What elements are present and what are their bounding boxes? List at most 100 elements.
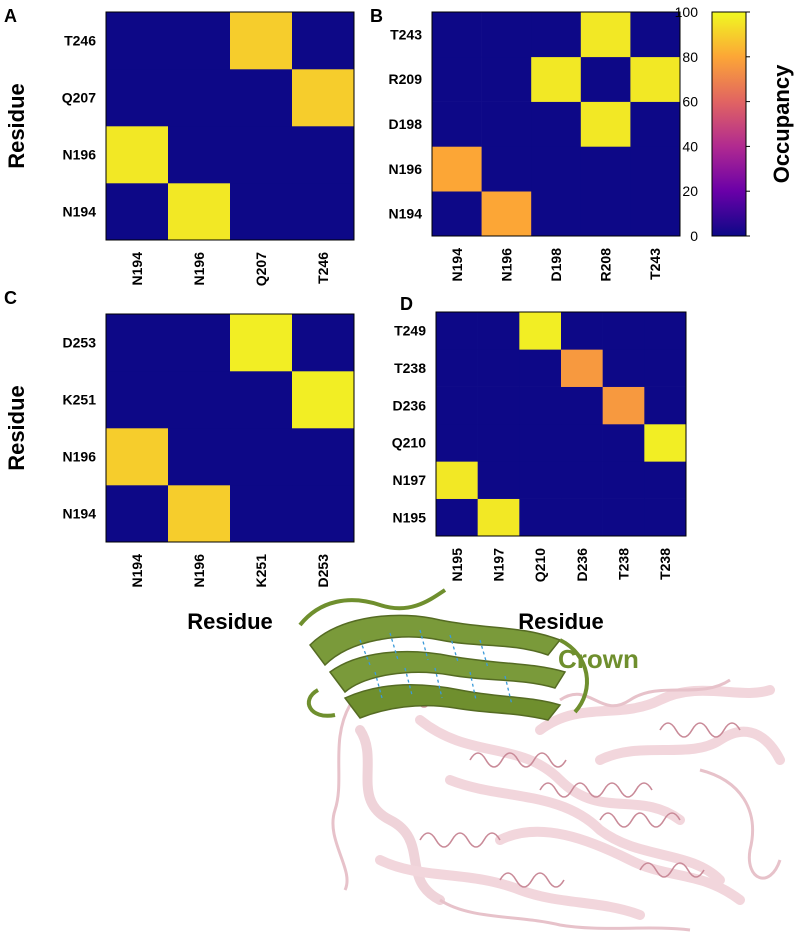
x-tick-label: T238 xyxy=(657,548,673,580)
heatmap-cell xyxy=(168,371,231,429)
heatmap-panel-c: N194 N196 K251 D253 N194 N196 K251 D253 Residue R… xyxy=(4,313,355,634)
x-tick-label: T246 xyxy=(315,252,331,284)
y-tick-label: R209 xyxy=(389,71,423,87)
y-tick-label: Q210 xyxy=(392,435,426,451)
colorbar-label: Occupancy xyxy=(769,64,794,183)
heatmap-panel-b: N194 N196 D198 R209 T243 N194 N196 D198 R208 T243 xyxy=(389,11,681,282)
heatmap-cell xyxy=(230,428,293,486)
x-axis-title: Residue xyxy=(518,609,604,634)
x-tick-label: R208 xyxy=(598,248,614,282)
panel-letter-d: D xyxy=(400,294,413,314)
colorbar-ticks: 0 20 40 60 80 100 xyxy=(675,4,750,244)
x-tick-label: T238 xyxy=(616,548,632,580)
heatmap-cell xyxy=(477,461,520,499)
heatmap-frame xyxy=(431,11,681,237)
heatmap-cell xyxy=(531,12,582,58)
colorbar-tick-label: 20 xyxy=(682,183,698,199)
x-tick-label: N195 xyxy=(449,548,465,582)
y-axis-title: Residue xyxy=(4,83,29,169)
heatmap-panel-d: N195 N197 Q210 D236 T238 T249 N195 N197 Q210 D236… xyxy=(392,311,687,634)
heatmap-cell xyxy=(580,101,631,147)
heatmap-cell xyxy=(292,314,355,372)
heatmap-cell xyxy=(230,126,293,184)
y-tick-label: T249 xyxy=(394,323,426,339)
y-tick-label: Q207 xyxy=(62,90,96,106)
heatmap-frame xyxy=(105,11,355,241)
panel-letter-c: C xyxy=(4,288,17,308)
heatmap-cell xyxy=(230,183,293,241)
heatmap-cell xyxy=(292,183,355,241)
heatmap-cell xyxy=(106,12,169,70)
heatmap-cell xyxy=(519,461,562,499)
colorbar-tick-label: 40 xyxy=(682,138,698,154)
heatmap-cell xyxy=(630,12,681,58)
heatmap-frame xyxy=(435,311,687,537)
heatmap-cell xyxy=(168,12,231,70)
heatmap-cell xyxy=(432,146,482,192)
heatmap-cell xyxy=(644,424,687,462)
heatmap-cell xyxy=(432,56,482,102)
heatmap-cell xyxy=(106,183,169,241)
panel-letter-a: A xyxy=(4,6,17,26)
heatmap-cell xyxy=(644,461,687,499)
y-tick-label: D198 xyxy=(389,116,423,132)
x-tick-label: T243 xyxy=(647,248,663,280)
heatmap-cell xyxy=(230,69,293,127)
heatmap-cell xyxy=(481,101,532,147)
heatmap-cell xyxy=(561,424,603,462)
heatmap-cell xyxy=(292,371,355,429)
x-tick-label: N196 xyxy=(191,554,207,588)
y-tick-label: T238 xyxy=(394,360,426,376)
heatmap-cell xyxy=(292,12,355,70)
body-helices xyxy=(355,685,785,920)
heatmap-cell xyxy=(436,461,478,499)
heatmap-cell xyxy=(561,498,603,537)
heatmap-cell xyxy=(481,56,532,102)
heatmap-cell xyxy=(168,485,231,543)
heatmap-cell xyxy=(106,69,169,127)
heatmap-cell xyxy=(644,349,687,387)
heatmap-cell xyxy=(168,183,231,241)
heatmap-cell xyxy=(292,69,355,127)
heatmap-cell xyxy=(292,428,355,486)
heatmap-cell xyxy=(561,461,603,499)
loops xyxy=(331,678,782,932)
x-tick-label: N196 xyxy=(498,248,514,282)
crown-label: Crown xyxy=(558,644,639,674)
heatmap-cell xyxy=(519,312,562,350)
heatmap-cell xyxy=(602,424,645,462)
crown-beta-sheet xyxy=(298,588,589,721)
x-tick-label: N194 xyxy=(449,248,465,282)
heatmap-cell xyxy=(531,101,582,147)
heatmap-cell xyxy=(106,314,169,372)
heatmap-cell xyxy=(168,126,231,184)
y-tick-label: N194 xyxy=(63,204,97,220)
heatmap-cell xyxy=(630,56,681,102)
heatmap-cell xyxy=(230,314,293,372)
heatmap-frame xyxy=(105,313,355,543)
x-tick-label: K251 xyxy=(253,554,269,588)
heatmap-cell xyxy=(477,349,520,387)
y-tick-label: N194 xyxy=(63,506,97,522)
heatmap-cell xyxy=(436,424,478,462)
protein-structure-illustration: Crown xyxy=(298,588,785,932)
heatmap-panel-a: N194 N196 Q207 T246 N194 N196 Q207 T246 Residue xyxy=(4,11,355,286)
y-tick-label: T243 xyxy=(390,26,422,42)
heatmap-cell xyxy=(481,12,532,58)
y-axis-title: Residue xyxy=(4,385,29,471)
heatmap-cell xyxy=(602,312,645,350)
heatmap-cell xyxy=(106,428,169,486)
heatmap-cell xyxy=(602,386,645,425)
heatmap-cell xyxy=(106,371,169,429)
x-tick-label: D253 xyxy=(315,554,331,588)
heatmap-cell xyxy=(602,349,645,387)
heatmap-cell xyxy=(580,56,631,102)
heatmap-cell xyxy=(477,386,520,425)
x-axis-title: Residue xyxy=(187,609,273,634)
y-tick-label: D253 xyxy=(63,335,97,351)
heatmap-cell xyxy=(432,191,482,237)
x-tick-label: N196 xyxy=(191,252,207,286)
x-tick-label: N197 xyxy=(491,548,507,582)
y-tick-label: N196 xyxy=(389,161,423,177)
